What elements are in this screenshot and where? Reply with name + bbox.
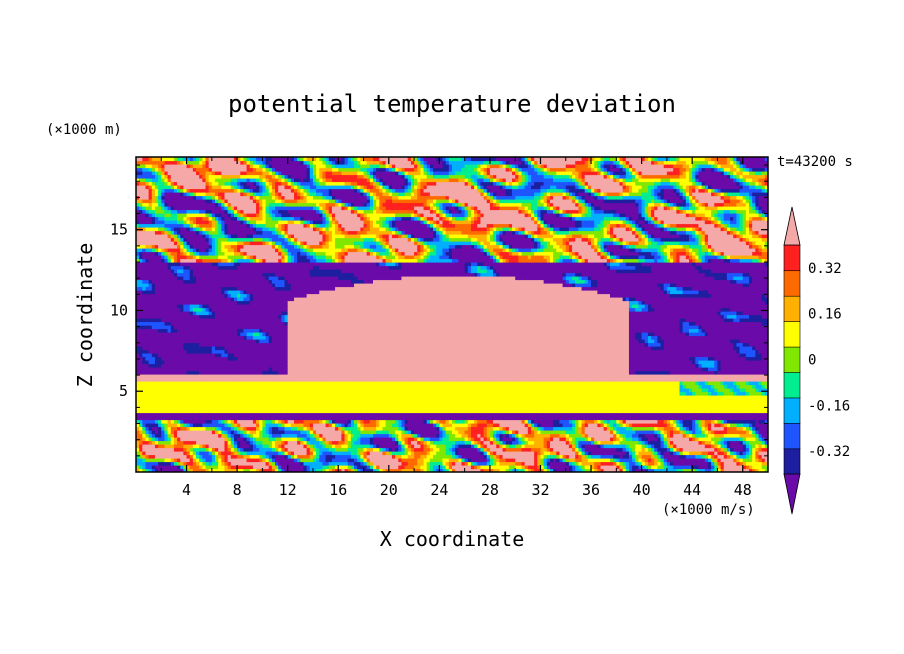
chart-title: potential temperature deviation [228,90,676,118]
y-unit-label: (×1000 m) [46,122,122,138]
time-label: t=43200 s [777,154,853,170]
contour-field [136,157,769,473]
